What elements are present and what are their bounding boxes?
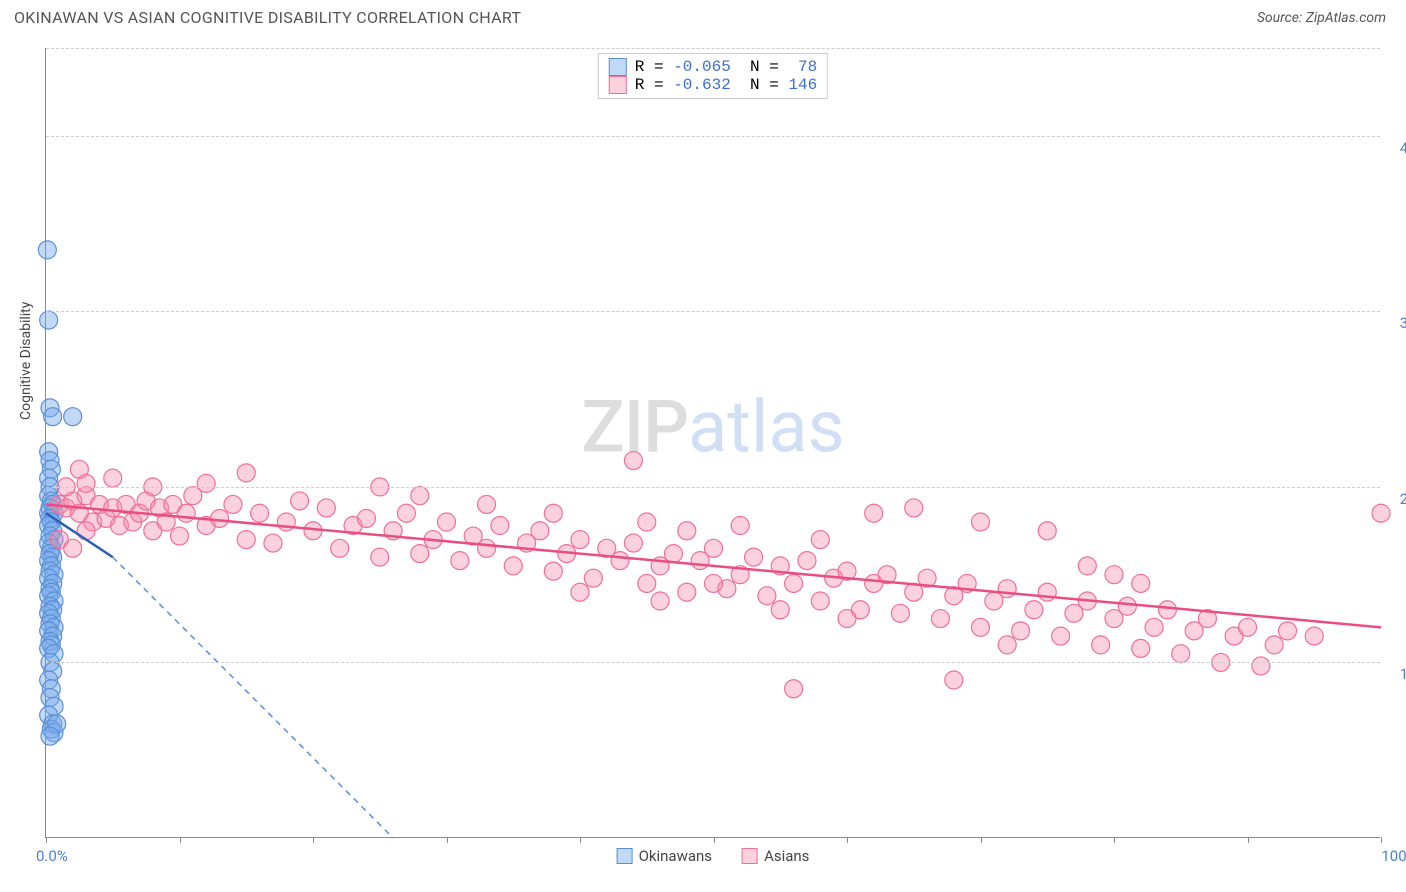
x-tick (313, 837, 314, 843)
legend-label-okinawans: Okinawans (639, 847, 712, 865)
x-tick (1114, 837, 1115, 843)
x-axis-max-label: 100.0% (1381, 847, 1406, 865)
y-tick-label: 30.0% (1400, 314, 1406, 332)
chart-title: OKINAWAN VS ASIAN COGNITIVE DISABILITY C… (14, 8, 521, 27)
legend-row-asians: R = -0.632 N = 146 (609, 76, 817, 94)
x-tick (180, 837, 181, 843)
chart-plot-area: ZIPatlas R = -0.065 N = 78 R = -0.632 N … (45, 48, 1380, 838)
r-value-asians: -0.632 (673, 76, 731, 94)
gridline (46, 136, 1380, 137)
y-tick-label: 10.0% (1400, 665, 1406, 683)
legend-item-okinawans: Okinawans (617, 847, 712, 865)
legend-swatch-pink-icon (742, 848, 758, 864)
legend-swatch-blue-icon (617, 848, 633, 864)
x-tick (1381, 837, 1382, 843)
r-value-okinawans: -0.065 (673, 58, 731, 76)
x-tick (981, 837, 982, 843)
gridline (46, 487, 1380, 488)
scatter-plot-svg (46, 48, 1380, 837)
legend-swatch-pink (609, 76, 627, 94)
x-axis-min-label: 0.0% (36, 847, 68, 865)
y-tick-label: 20.0% (1400, 490, 1406, 508)
n-value-okinawans: 78 (788, 58, 817, 76)
x-tick (714, 837, 715, 843)
x-tick (1248, 837, 1249, 843)
legend-row-okinawans: R = -0.065 N = 78 (609, 58, 817, 76)
legend-swatch-blue (609, 58, 627, 76)
gridline (46, 662, 1380, 663)
y-axis-label: Cognitive Disability (18, 302, 34, 420)
chart-header: OKINAWAN VS ASIAN COGNITIVE DISABILITY C… (0, 0, 1406, 31)
y-tick-label: 40.0% (1400, 139, 1406, 157)
legend-item-asians: Asians (742, 847, 809, 865)
legend-label-asians: Asians (764, 847, 809, 865)
x-tick (46, 837, 47, 843)
source-label: Source: ZipAtlas.com (1257, 10, 1386, 26)
series-legend: Okinawans Asians (617, 847, 810, 865)
x-tick (580, 837, 581, 843)
correlation-legend: R = -0.065 N = 78 R = -0.632 N = 146 (598, 53, 828, 99)
gridline (46, 311, 1380, 312)
x-tick (847, 837, 848, 843)
n-value-asians: 146 (788, 76, 817, 94)
x-tick (447, 837, 448, 843)
